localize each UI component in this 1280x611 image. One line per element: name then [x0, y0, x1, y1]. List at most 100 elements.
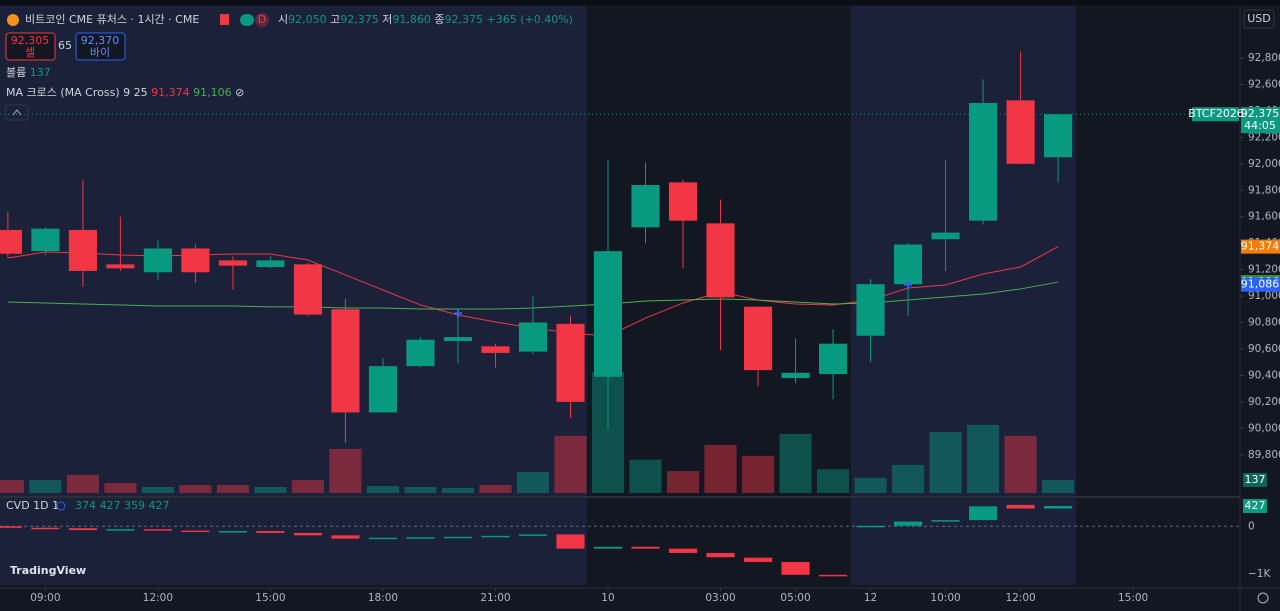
ma-legend: MA 크로스 (MA Cross) 9 25 91,374 91,106 ⊘: [6, 86, 244, 99]
logo: TradingView: [10, 564, 86, 577]
volume-marker: [1243, 472, 1267, 487]
candle-body: [556, 323, 585, 402]
symbol-tag: [1192, 107, 1239, 122]
interval-badge: D: [258, 13, 266, 26]
symbol-title: 비트코인 CME 퓨처스 · 1시간 · CME: [25, 13, 199, 26]
cvd-candle: [1006, 504, 1035, 509]
x-tick-label: 10: [601, 592, 614, 604]
cvd-candle: [31, 527, 60, 530]
volume-bar: [441, 487, 475, 493]
y-tick-label: 92,600: [1248, 78, 1280, 90]
y-tick-label: 90,600: [1248, 343, 1280, 355]
candle-body: [743, 306, 773, 371]
candle-body: [106, 264, 135, 269]
symbol-tag-label: BTCF2026: [1188, 107, 1244, 120]
candle-body: [781, 372, 810, 379]
volume-bar: [1042, 479, 1075, 493]
volume-bar: [29, 479, 62, 493]
y-tick-label: 89,800: [1248, 449, 1280, 461]
candle-body: [631, 184, 660, 228]
volume-bar: [0, 479, 24, 493]
cvd-candle: [331, 535, 360, 539]
cvd-candle: [818, 574, 848, 577]
axis-marker: [1241, 277, 1280, 292]
candle-body: [406, 339, 435, 367]
currency: USD: [1247, 12, 1271, 25]
y-tick-label: 91,800: [1248, 184, 1280, 196]
candle-body: [668, 182, 698, 221]
candle-body: [1044, 114, 1073, 158]
x-tick-label: 03:00: [705, 592, 735, 604]
candle-body: [293, 264, 323, 315]
volume-bar: [666, 471, 700, 493]
ohlc-label: 고: [330, 13, 340, 26]
volume-marker-label: 137: [1245, 473, 1266, 486]
collapse-button[interactable]: [5, 104, 29, 121]
cvd-candle: [668, 548, 698, 553]
y-tick-label: 90,000: [1248, 422, 1280, 434]
settings-icon[interactable]: [1257, 592, 1269, 604]
cvd-candle: [743, 557, 773, 562]
cvd-candle: [518, 534, 548, 536]
y-tick-label: 0: [1248, 520, 1255, 532]
volume-bar: [1004, 435, 1037, 493]
volume-bar: [967, 424, 1000, 493]
cvd-candle: [443, 536, 473, 539]
coin-icon: [7, 14, 19, 26]
cvd-values: 374 427 359 427: [75, 499, 169, 512]
cvd-candle: [556, 534, 585, 549]
flag-icon[interactable]: [220, 14, 229, 25]
volume-bar: [179, 484, 212, 493]
legend-label: 볼륨: [6, 66, 26, 79]
cvd-candle: [631, 546, 660, 549]
currency-button[interactable]: [1243, 9, 1275, 29]
x-tick-label: 18:00: [368, 592, 398, 604]
x-tick-label: 12:00: [143, 592, 173, 604]
candle-body: [1006, 100, 1035, 164]
volume-bar: [216, 484, 249, 493]
volume-bar: [366, 485, 400, 493]
volume-bar: [516, 472, 550, 493]
candle-body: [706, 223, 735, 298]
y-tick-label: 91,200: [1248, 264, 1280, 276]
countdown: 44:05: [1244, 119, 1276, 132]
volume-bar: [779, 433, 812, 493]
y-tick-label: −1K: [1248, 568, 1271, 580]
x-tick-label: 12: [864, 592, 877, 604]
y-tick-label: 92,000: [1248, 158, 1280, 170]
candle-body: [893, 244, 923, 285]
volume-bar: [741, 455, 775, 493]
cross-signal: [453, 309, 462, 318]
y-tick-label: 90,200: [1248, 396, 1280, 408]
volume-legend: 볼륨 137: [6, 66, 51, 79]
cross-signal: [904, 280, 913, 289]
volume-bar: [141, 486, 174, 493]
cvd-candle: [931, 520, 960, 522]
cvd-candle: [0, 526, 22, 528]
buy-button[interactable]: [75, 32, 126, 61]
y-tick-label: 90,400: [1248, 369, 1280, 381]
candle-body: [818, 343, 848, 375]
volume-bar: [554, 435, 587, 493]
volume-bar: [291, 479, 325, 493]
candle-body: [143, 248, 172, 273]
candle-body: [518, 322, 548, 352]
change: +365 (+0.40%): [487, 13, 573, 26]
candle-body: [181, 248, 210, 273]
ohlc-value: 92,050: [288, 13, 327, 26]
ohlc-legend: 시92,050 고92,375 저91,860 종92,375 +365 (+0…: [278, 13, 573, 26]
chevron: [12, 109, 22, 116]
sell-label: 셀: [25, 46, 35, 59]
y-tick-label: 91,600: [1248, 211, 1280, 223]
sell-button[interactable]: [5, 32, 56, 61]
cvd-candle: [68, 528, 97, 531]
top-border: [0, 0, 1280, 5]
status-dot: [240, 14, 254, 26]
volume-bar: [891, 464, 925, 493]
axis-marker: [1241, 239, 1280, 254]
x-tick-label: 15:00: [255, 592, 285, 604]
volume-bar: [854, 477, 887, 493]
cvd-candle: [893, 521, 923, 526]
candle-body: [218, 260, 247, 266]
last-price-marker: [1241, 107, 1280, 134]
